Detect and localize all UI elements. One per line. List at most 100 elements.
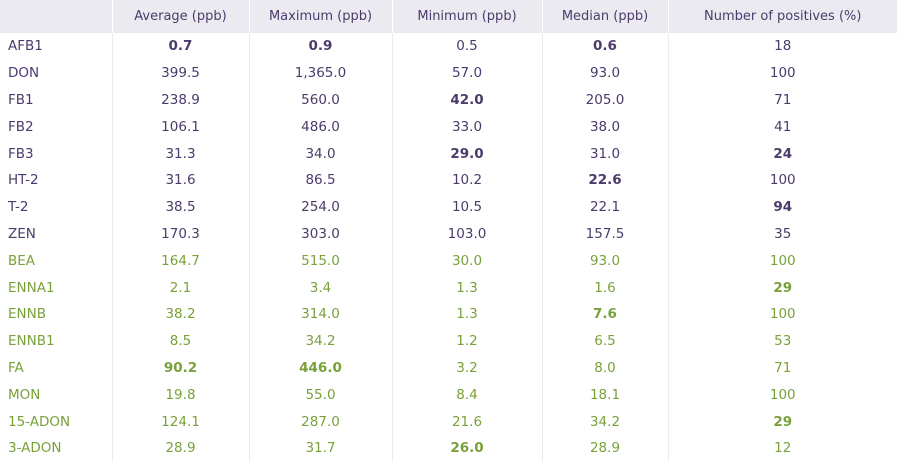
cell-minimum: 42.0 xyxy=(391,86,542,114)
header-minimum: Minimum (ppb) xyxy=(391,0,542,33)
cell-positives: 24 xyxy=(667,140,897,167)
cell-maximum: 446.0 xyxy=(248,354,392,382)
cell-average: 399.5 xyxy=(111,59,249,87)
cell-maximum: 0.9 xyxy=(248,33,392,60)
cell-mycotoxin-name: T-2 xyxy=(8,199,29,216)
cell-positives: 100 xyxy=(667,247,897,275)
cell-mycotoxin-name: HT-2 xyxy=(8,172,39,189)
table-row: HT-2 31.6 86.5 10.2 22.6 100 xyxy=(0,166,897,194)
cell-minimum: 1.3 xyxy=(391,274,542,301)
table-body: AFB1 0.7 0.9 0.5 0.6 18 DON 399.5 1,365.0 57.0 93.… xyxy=(0,33,897,462)
table-row: T-2 38.5 254.0 10.5 22.1 94 xyxy=(0,193,897,221)
table-row: FB1 238.9 560.0 42.0 205.0 71 xyxy=(0,86,897,114)
cell-average: 2.1 xyxy=(111,274,249,301)
cell-median: 7.6 xyxy=(541,300,668,328)
cell-mycotoxin-name: FB3 xyxy=(8,145,34,162)
cell-mycotoxin-name: FA xyxy=(8,359,24,376)
cell-maximum: 303.0 xyxy=(248,220,392,248)
cell-maximum: 86.5 xyxy=(248,166,392,194)
cell-maximum: 560.0 xyxy=(248,86,392,114)
cell-maximum: 254.0 xyxy=(248,193,392,221)
cell-median: 18.1 xyxy=(541,381,668,409)
cell-positives: 100 xyxy=(667,166,897,194)
table-row: ENNB1 8.5 34.2 1.2 6.5 53 xyxy=(0,327,897,355)
header-name xyxy=(0,0,112,33)
cell-median: 38.0 xyxy=(541,113,668,141)
cell-mycotoxin-name: BEA xyxy=(8,252,36,269)
cell-median: 1.6 xyxy=(541,274,668,301)
cell-mycotoxin-name: ENNA1 xyxy=(8,279,55,296)
header-average: Average (ppb) xyxy=(111,0,249,33)
cell-maximum: 486.0 xyxy=(248,113,392,141)
table-row: ENNB 38.2 314.0 1.3 7.6 100 xyxy=(0,300,897,328)
cell-median: 93.0 xyxy=(541,247,668,275)
cell-mycotoxin-name: MON xyxy=(8,386,41,403)
cell-minimum: 8.4 xyxy=(391,381,542,409)
header-median: Median (ppb) xyxy=(541,0,668,33)
cell-median: 157.5 xyxy=(541,220,668,248)
cell-average: 38.5 xyxy=(111,193,249,221)
cell-median: 28.9 xyxy=(541,434,668,462)
table-row: DON 399.5 1,365.0 57.0 93.0 100 xyxy=(0,59,897,87)
cell-mycotoxin-name: ZEN xyxy=(8,225,36,242)
cell-mycotoxin-name: FB2 xyxy=(8,118,34,135)
table-row: 15-ADON 124.1 287.0 21.6 34.2 29 xyxy=(0,408,897,435)
cell-maximum: 34.2 xyxy=(248,327,392,355)
cell-positives: 29 xyxy=(667,408,897,435)
table-row: ZEN 170.3 303.0 103.0 157.5 35 xyxy=(0,220,897,248)
cell-mycotoxin-name: AFB1 xyxy=(8,38,43,55)
cell-average: 28.9 xyxy=(111,434,249,462)
cell-average: 238.9 xyxy=(111,86,249,114)
cell-maximum: 314.0 xyxy=(248,300,392,328)
table-row: FA 90.2 446.0 3.2 8.0 71 xyxy=(0,354,897,382)
cell-positives: 100 xyxy=(667,300,897,328)
cell-average: 124.1 xyxy=(111,408,249,435)
mycotoxin-table: Average (ppb) Maximum (ppb) Minimum (ppb… xyxy=(0,0,897,462)
cell-mycotoxin-name: DON xyxy=(8,65,40,82)
cell-average: 170.3 xyxy=(111,220,249,248)
table-row: 3-ADON 28.9 31.7 26.0 28.9 12 xyxy=(0,434,897,462)
cell-average: 31.3 xyxy=(111,140,249,167)
cell-mycotoxin-name: ENNB1 xyxy=(8,333,55,350)
cell-maximum: 31.7 xyxy=(248,434,392,462)
cell-positives: 18 xyxy=(667,33,897,60)
cell-average: 90.2 xyxy=(111,354,249,382)
cell-median: 6.5 xyxy=(541,327,668,355)
table-row: MON 19.8 55.0 8.4 18.1 100 xyxy=(0,381,897,409)
cell-positives: 12 xyxy=(667,434,897,462)
cell-maximum: 3.4 xyxy=(248,274,392,301)
cell-median: 205.0 xyxy=(541,86,668,114)
cell-median: 93.0 xyxy=(541,59,668,87)
cell-median: 8.0 xyxy=(541,354,668,382)
cell-positives: 53 xyxy=(667,327,897,355)
cell-minimum: 0.5 xyxy=(391,33,542,60)
cell-maximum: 1,365.0 xyxy=(248,59,392,87)
cell-maximum: 287.0 xyxy=(248,408,392,435)
cell-minimum: 3.2 xyxy=(391,354,542,382)
cell-maximum: 55.0 xyxy=(248,381,392,409)
cell-positives: 71 xyxy=(667,354,897,382)
cell-mycotoxin-name: ENNB xyxy=(8,306,46,323)
cell-average: 38.2 xyxy=(111,300,249,328)
table-row: BEA 164.7 515.0 30.0 93.0 100 xyxy=(0,247,897,275)
cell-average: 19.8 xyxy=(111,381,249,409)
cell-positives: 41 xyxy=(667,113,897,141)
cell-minimum: 30.0 xyxy=(391,247,542,275)
header-row: Average (ppb) Maximum (ppb) Minimum (ppb… xyxy=(0,0,897,33)
cell-median: 34.2 xyxy=(541,408,668,435)
cell-minimum: 103.0 xyxy=(391,220,542,248)
cell-minimum: 57.0 xyxy=(391,59,542,87)
cell-average: 106.1 xyxy=(111,113,249,141)
table-row: ENNA1 2.1 3.4 1.3 1.6 29 xyxy=(0,274,897,301)
cell-median: 22.6 xyxy=(541,166,668,194)
header-maximum: Maximum (ppb) xyxy=(248,0,392,33)
cell-maximum: 515.0 xyxy=(248,247,392,275)
cell-minimum: 10.2 xyxy=(391,166,542,194)
cell-minimum: 26.0 xyxy=(391,434,542,462)
cell-median: 0.6 xyxy=(541,33,668,60)
cell-mycotoxin-name: 15-ADON xyxy=(8,413,71,430)
cell-average: 0.7 xyxy=(111,33,249,60)
cell-median: 22.1 xyxy=(541,193,668,221)
cell-minimum: 33.0 xyxy=(391,113,542,141)
cell-positives: 100 xyxy=(667,381,897,409)
